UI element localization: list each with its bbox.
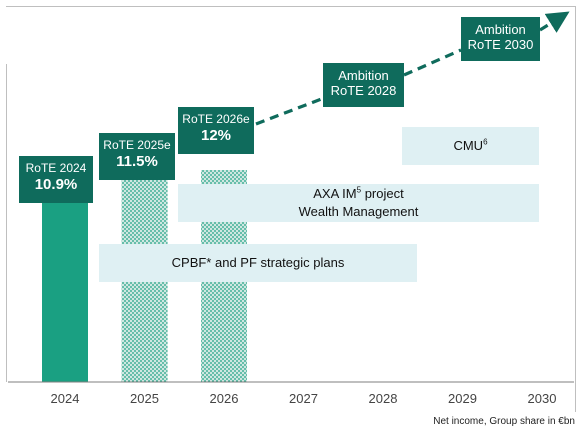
callout-label: RoTE 2024 [25, 161, 87, 175]
callout-label: RoTE 2026e [182, 112, 250, 126]
x-tick-label-2027: 2027 [289, 391, 318, 406]
x-tick-label-2030: 2030 [527, 391, 557, 406]
footnote: Net income, Group share in €bn [433, 416, 575, 427]
ambition-rote-2030: Ambition RoTE 2030 [461, 17, 540, 61]
callout-value: 10.9% [34, 175, 78, 193]
initiative-cpbf-pf: CPBF* and PF strategic plans [99, 244, 417, 282]
chart-frame-left [6, 64, 7, 382]
initiative-axa-im: AXA IM5 project Wealth Management [178, 184, 539, 222]
bar-2024 [42, 189, 88, 382]
initiative-cmu: CMU6 [402, 127, 539, 165]
callout-label: RoTE 2025e [103, 138, 171, 152]
x-tick-label-2029: 2029 [448, 391, 477, 406]
chart-frame-right [575, 6, 576, 412]
ambition-rote-2028: Ambition RoTE 2028 [323, 63, 404, 107]
x-tick-label-2028: 2028 [368, 391, 398, 406]
callout-rote-2024: RoTE 2024 10.9% [19, 156, 93, 203]
chart-frame-top [6, 6, 576, 7]
x-tick-label-2026: 2026 [209, 391, 239, 406]
x-tick-label-2025: 2025 [130, 391, 159, 406]
callout-rote-2025: RoTE 2025e 11.5% [99, 133, 175, 180]
callout-value: 12% [200, 126, 232, 144]
trend-arrow [255, 20, 556, 126]
callout-value: 11.5% [116, 152, 158, 170]
x-tick-label-2024: 2024 [50, 391, 80, 406]
callout-rote-2026: RoTE 2026e 12% [178, 107, 254, 154]
